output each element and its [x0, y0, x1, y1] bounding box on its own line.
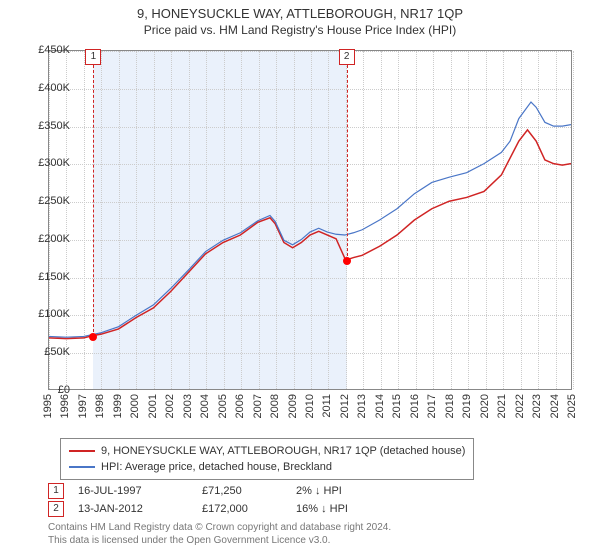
- legend-label: 9, HONEYSUCKLE WAY, ATTLEBOROUGH, NR17 1…: [101, 445, 465, 457]
- legend-label: HPI: Average price, detached house, Brec…: [101, 461, 332, 473]
- plot-wrap: 12 1995199619971998199920002001200220032…: [48, 50, 572, 390]
- x-tick-label: 2010: [304, 394, 316, 418]
- x-tick-label: 2018: [444, 394, 456, 418]
- sale-dot: [343, 257, 351, 265]
- plot-area: 12: [48, 50, 572, 390]
- x-tick-label: 2002: [164, 394, 176, 418]
- legend-row: 9, HONEYSUCKLE WAY, ATTLEBOROUGH, NR17 1…: [69, 443, 465, 459]
- sale-marker-box: 1: [85, 49, 101, 65]
- sale-row-marker: 1: [48, 483, 64, 499]
- x-tick-label: 2006: [234, 394, 246, 418]
- x-tick-label: 2021: [496, 394, 508, 418]
- x-tick-label: 1996: [59, 394, 71, 418]
- sale-price: £71,250: [202, 485, 282, 497]
- sale-diff: 2% ↓ HPI: [296, 485, 406, 497]
- x-tick-label: 2013: [356, 394, 368, 418]
- series-property: [49, 130, 571, 339]
- sales-table: 1 16-JUL-1997 £71,250 2% ↓ HPI 2 13-JAN-2012 £…: [48, 482, 572, 518]
- sale-date: 13-JAN-2012: [78, 503, 188, 515]
- x-tick-label: 1995: [42, 394, 54, 418]
- sale-price: £172,000: [202, 503, 282, 515]
- x-tick-label: 1998: [94, 394, 106, 418]
- sale-marker-box: 2: [339, 49, 355, 65]
- gridline-v: [573, 51, 574, 389]
- x-tick-label: 2016: [409, 394, 421, 418]
- x-tick-label: 2011: [321, 394, 333, 418]
- sale-date: 16-JUL-1997: [78, 485, 188, 497]
- x-tick-label: 2003: [182, 394, 194, 418]
- sale-row-marker: 2: [48, 501, 64, 517]
- sale-dot: [89, 333, 97, 341]
- legend-row: HPI: Average price, detached house, Brec…: [69, 459, 465, 475]
- x-tick-label: 2001: [147, 394, 159, 418]
- footer-line-1: Contains HM Land Registry data © Crown c…: [48, 522, 572, 535]
- x-tick-label: 2022: [514, 394, 526, 418]
- titles: 9, HONEYSUCKLE WAY, ATTLEBOROUGH, NR17 1…: [0, 0, 600, 37]
- x-tick-label: 1997: [77, 394, 89, 418]
- series-svg: [49, 51, 571, 389]
- x-tick-label: 2012: [339, 394, 351, 418]
- chart-container: 9, HONEYSUCKLE WAY, ATTLEBOROUGH, NR17 1…: [0, 0, 600, 560]
- x-tick-label: 2025: [566, 394, 578, 418]
- x-tick-label: 2023: [531, 394, 543, 418]
- footer-line-2: This data is licensed under the Open Gov…: [48, 535, 572, 548]
- legend-swatch: [69, 466, 95, 468]
- sale-marker-line: [93, 65, 94, 337]
- x-tick-label: 2000: [129, 394, 141, 418]
- sale-marker-line: [347, 65, 348, 261]
- x-tick-label: 2005: [217, 394, 229, 418]
- legend: 9, HONEYSUCKLE WAY, ATTLEBOROUGH, NR17 1…: [60, 438, 474, 480]
- x-tick-label: 2019: [461, 394, 473, 418]
- x-tick-label: 2015: [391, 394, 403, 418]
- x-tick-label: 2017: [426, 394, 438, 418]
- x-tick-label: 2007: [252, 394, 264, 418]
- legend-swatch: [69, 450, 95, 452]
- sale-row: 2 13-JAN-2012 £172,000 16% ↓ HPI: [48, 500, 572, 518]
- sale-diff: 16% ↓ HPI: [296, 503, 406, 515]
- series-hpi: [49, 102, 571, 337]
- x-tick-label: 1999: [112, 394, 124, 418]
- x-tick-label: 2020: [479, 394, 491, 418]
- title-main: 9, HONEYSUCKLE WAY, ATTLEBOROUGH, NR17 1…: [0, 6, 600, 21]
- x-tick-label: 2008: [269, 394, 281, 418]
- x-tick-label: 2009: [287, 394, 299, 418]
- x-tick-label: 2024: [549, 394, 561, 418]
- x-tick-label: 2004: [199, 394, 211, 418]
- x-tick-label: 2014: [374, 394, 386, 418]
- sale-row: 1 16-JUL-1997 £71,250 2% ↓ HPI: [48, 482, 572, 500]
- title-sub: Price paid vs. HM Land Registry's House …: [0, 23, 600, 37]
- footer: Contains HM Land Registry data © Crown c…: [48, 522, 572, 547]
